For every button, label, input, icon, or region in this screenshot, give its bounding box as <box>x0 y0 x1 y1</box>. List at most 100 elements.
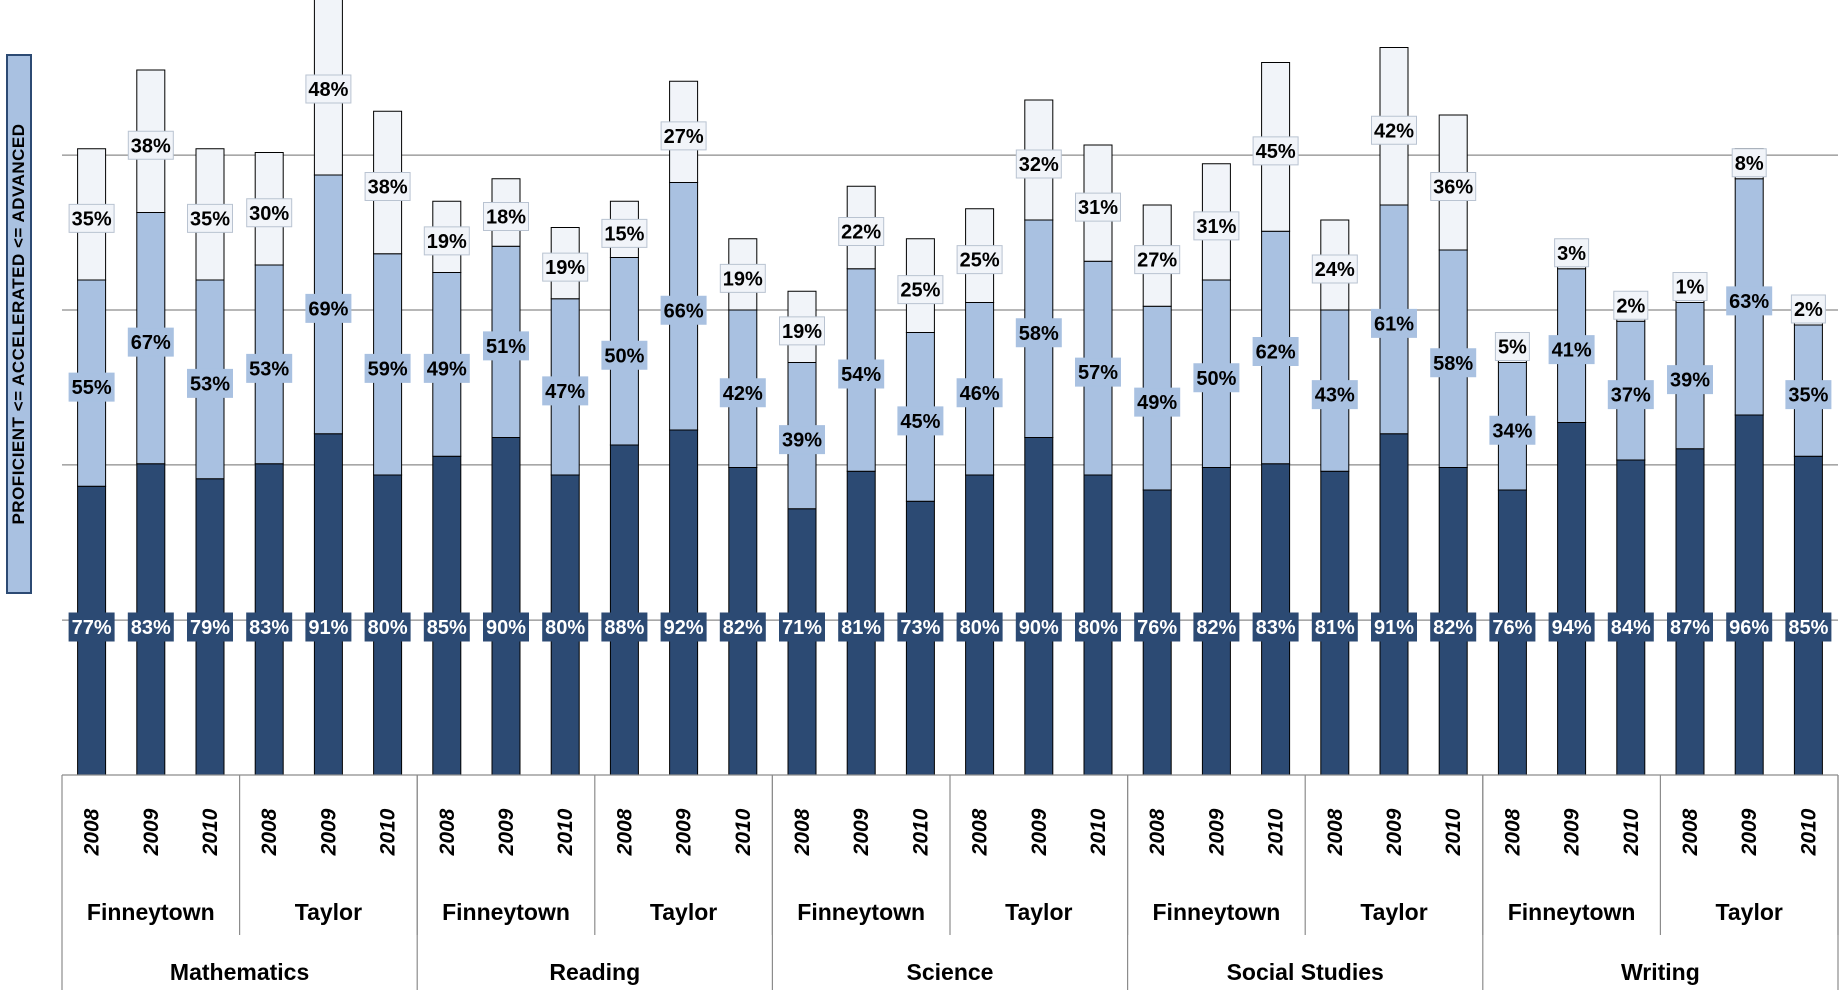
tick-label-school: Finneytown <box>797 899 925 925</box>
label-accelerated: 66% <box>660 295 707 325</box>
label-advanced-text: 45% <box>1256 141 1296 163</box>
label-accelerated: 49% <box>423 353 470 383</box>
label-proficient-box <box>483 612 529 642</box>
label-advanced-box <box>68 203 115 233</box>
label-accelerated-box <box>542 376 589 406</box>
label-advanced: 31% <box>1075 192 1121 222</box>
label-proficient: 71% <box>779 612 825 642</box>
label-accelerated-text: 49% <box>1137 392 1177 414</box>
label-proficient-text: 88% <box>604 617 644 639</box>
bar-proficient <box>1024 437 1054 776</box>
tick-label-school: Taylor <box>1716 899 1783 925</box>
label-proficient-box <box>187 612 233 642</box>
tick-label-year: 2009 <box>850 808 873 856</box>
tick-label-year: 2010 <box>732 808 755 856</box>
label-proficient-text: 80% <box>545 617 585 639</box>
label-accelerated-box <box>364 353 411 383</box>
label-accelerated-box <box>1311 380 1358 410</box>
label-accelerated-box <box>483 331 529 361</box>
label-proficient-text: 82% <box>1196 617 1236 639</box>
label-proficient: 90% <box>1015 612 1062 642</box>
label-accelerated-box <box>1489 415 1536 445</box>
label-proficient-box <box>1726 612 1773 642</box>
label-advanced: 19% <box>423 226 470 256</box>
label-accelerated-box <box>956 378 1003 408</box>
label-advanced-box <box>364 172 411 201</box>
label-proficient-box <box>127 612 174 642</box>
label-accelerated-text: 63% <box>1729 291 1769 313</box>
bar-proficient <box>313 433 343 776</box>
label-accelerated-box <box>1252 337 1299 366</box>
label-accelerated: 69% <box>305 293 352 323</box>
label-advanced-box <box>1790 294 1826 324</box>
label-proficient: 77% <box>68 612 115 642</box>
label-accelerated-box <box>601 340 648 370</box>
tick-label-school: Finneytown <box>1153 899 1281 925</box>
label-accelerated-box <box>423 353 470 383</box>
label-proficient-box <box>1311 612 1358 642</box>
label-advanced-box <box>187 203 233 233</box>
label-accelerated-text: 47% <box>545 381 585 403</box>
tick-label-school: Finneytown <box>1508 899 1636 925</box>
label-accelerated-text: 53% <box>190 373 230 395</box>
tick-label-year: 2008 <box>81 808 104 856</box>
label-proficient-box <box>779 612 825 642</box>
label-advanced-box <box>1672 272 1708 301</box>
label-proficient: 82% <box>719 612 766 642</box>
label-accelerated-box <box>1193 363 1240 393</box>
tick-label-year: 2008 <box>1679 808 1702 856</box>
label-proficient-text: 81% <box>841 617 881 639</box>
label-advanced-text: 18% <box>486 207 526 229</box>
label-advanced-text: 48% <box>308 79 348 101</box>
tick-label-year: 2008 <box>1146 808 1169 856</box>
label-advanced: 3% <box>1554 238 1590 268</box>
label-advanced-box <box>1554 238 1590 268</box>
label-proficient-text: 84% <box>1611 617 1651 639</box>
label-advanced-text: 27% <box>1137 250 1177 272</box>
label-accelerated-text: 42% <box>723 383 763 405</box>
label-proficient: 84% <box>1607 612 1654 642</box>
label-advanced: 19% <box>542 252 589 282</box>
tick-label-year: 2009 <box>495 808 518 856</box>
label-advanced-box <box>127 130 174 160</box>
label-proficient-box <box>1015 612 1062 642</box>
label-advanced-box <box>660 121 707 151</box>
label-accelerated: 58% <box>1430 348 1477 378</box>
label-advanced: 15% <box>601 218 648 248</box>
label-advanced-text: 27% <box>664 126 704 148</box>
label-advanced-text: 2% <box>1616 295 1645 317</box>
tick-label-year: 2008 <box>613 808 636 856</box>
label-accelerated-text: 69% <box>308 298 348 320</box>
label-accelerated: 39% <box>779 425 825 455</box>
tick-label-year: 2010 <box>199 808 222 856</box>
label-accelerated-box <box>1075 357 1121 387</box>
tick-label-subject: Reading <box>549 959 640 985</box>
label-proficient: 80% <box>364 612 411 642</box>
label-accelerated-box <box>305 293 352 323</box>
bar-proficient <box>669 429 699 776</box>
tick-label-subject: Mathematics <box>170 959 309 985</box>
label-advanced-text: 31% <box>1078 197 1118 219</box>
label-proficient: 76% <box>1489 612 1536 642</box>
label-accelerated-box <box>68 372 115 402</box>
label-accelerated: 58% <box>1015 318 1062 348</box>
label-proficient-box <box>305 612 352 642</box>
label-proficient-text: 83% <box>1256 617 1296 639</box>
x-axis: 2008 2009 2010 Finneytown 2008 2009 2010 Taylor… <box>61 774 1839 990</box>
label-accelerated-text: 39% <box>782 430 822 452</box>
label-advanced: 19% <box>779 316 825 346</box>
label-proficient-box <box>838 612 885 642</box>
label-accelerated: 62% <box>1252 337 1299 366</box>
label-advanced: 27% <box>1134 245 1181 275</box>
label-proficient: 83% <box>1252 612 1299 642</box>
label-proficient: 96% <box>1726 612 1773 642</box>
label-proficient-box <box>1785 612 1832 642</box>
tick-label-year: 2009 <box>1028 808 1051 856</box>
label-accelerated-text: 59% <box>368 358 408 380</box>
label-proficient-box <box>1075 612 1121 642</box>
label-proficient-box <box>1607 612 1654 642</box>
label-proficient-box <box>1430 612 1477 642</box>
label-advanced-text: 1% <box>1676 277 1705 299</box>
y-axis-label-box: PROFICIENT <= ACCELERATED <= ADVANCED <box>6 54 32 594</box>
label-advanced-text: 19% <box>782 321 822 343</box>
